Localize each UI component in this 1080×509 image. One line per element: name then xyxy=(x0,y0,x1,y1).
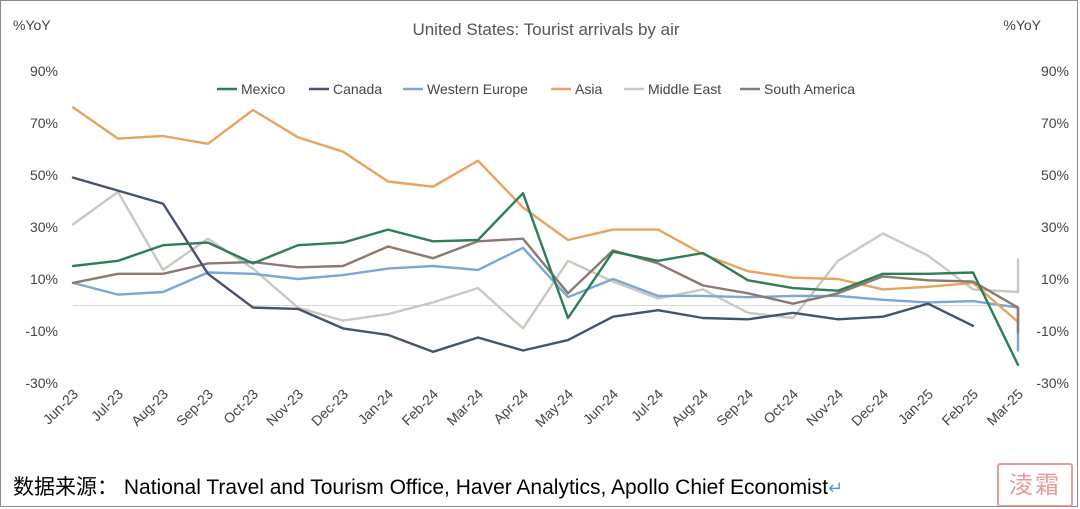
legend-label-canada: Canada xyxy=(333,81,382,97)
series-line-south-america xyxy=(71,237,1020,334)
x-tick-label: Sep-23 xyxy=(173,386,216,429)
series-line-asia xyxy=(71,106,1020,324)
legend-label-south-america: South America xyxy=(764,81,855,97)
y-tick-label-right: 30% xyxy=(1041,219,1069,235)
x-tick-label: Nov-24 xyxy=(803,386,846,429)
x-tick-label: Dec-23 xyxy=(308,386,351,429)
y-tick-label-right: 90% xyxy=(1041,63,1069,79)
source-label: 数据来源： xyxy=(13,476,118,499)
x-tick-label: Jun-24 xyxy=(580,386,622,428)
x-tick-label: Oct-24 xyxy=(760,386,801,427)
legend: Mexico Canada Western Europe Asia Middle Eas… xyxy=(217,81,855,97)
x-tick-label: Jul-24 xyxy=(628,386,666,424)
x-tick-label: Sep-24 xyxy=(713,386,756,429)
chart-title: United States: Tourist arrivals by air xyxy=(412,20,679,39)
x-tick-label: Jan-25 xyxy=(895,386,937,428)
x-tick-label: Mar-24 xyxy=(443,386,486,429)
legend-label-mexico: Mexico xyxy=(241,81,286,97)
x-tick-label: Apr-24 xyxy=(490,386,531,427)
source-text: National Travel and Tourism Office, Have… xyxy=(123,476,829,499)
y-axis-label-right: %YoY xyxy=(1003,17,1041,33)
x-tick-label: Oct-23 xyxy=(220,386,261,427)
x-tick-label: Jan-24 xyxy=(355,386,397,428)
x-tick-label: Feb-24 xyxy=(398,386,441,429)
x-tick-label: Jul-23 xyxy=(88,386,126,424)
x-tick-label: Nov-23 xyxy=(263,386,306,429)
y-tick-label-left: 50% xyxy=(30,167,58,183)
x-tick-label: May-24 xyxy=(532,386,576,430)
return-icon: ↵ xyxy=(828,478,844,498)
y-tick-label-left: -30% xyxy=(25,375,58,391)
y-tick-label-right: -30% xyxy=(1036,375,1069,391)
series-line-mexico xyxy=(71,191,1020,366)
series-line-canada xyxy=(71,176,975,353)
legend-label-middle-east: Middle East xyxy=(648,81,721,97)
series-line-western-europe xyxy=(71,246,1020,352)
y-tick-label-left: 30% xyxy=(30,219,58,235)
y-tick-label-left: 10% xyxy=(30,271,58,287)
y-tick-label-right: 70% xyxy=(1041,115,1069,131)
y-tick-label-right: 10% xyxy=(1041,271,1069,287)
x-tick-label: Dec-24 xyxy=(848,386,891,429)
x-tick-label: Feb-25 xyxy=(938,386,981,429)
y-axis-left: -30% -10% 10% 30% 50% 70% 90% xyxy=(25,63,58,391)
y-tick-label-right: -10% xyxy=(1036,323,1069,339)
source-note: 数据来源： National Travel and Tourism Office… xyxy=(13,471,843,501)
y-tick-label-left: -10% xyxy=(25,323,58,339)
series-line-middle-east xyxy=(71,190,1020,330)
y-tick-label-left: 90% xyxy=(30,63,58,79)
watermark-seal: 淩霜 xyxy=(997,463,1073,507)
series-lines xyxy=(71,106,1020,366)
y-tick-label-right: 50% xyxy=(1041,167,1069,183)
y-axis-right: -30% -10% 10% 30% 50% 70% 90% xyxy=(1036,63,1069,391)
y-tick-label-left: 70% xyxy=(30,115,58,131)
x-tick-label: Mar-25 xyxy=(983,386,1026,429)
x-tick-label: Aug-23 xyxy=(128,386,171,429)
legend-label-western-europe: Western Europe xyxy=(427,81,528,97)
y-axis-label-left: %YoY xyxy=(13,17,51,33)
x-axis-ticks: Jun-23 Jul-23 Aug-23 Sep-23 Oct-23 Nov-23 Dec-… xyxy=(40,386,1027,430)
x-tick-label: Aug-24 xyxy=(668,386,711,429)
legend-label-asia: Asia xyxy=(575,81,602,97)
x-tick-label: Jun-23 xyxy=(40,386,82,428)
